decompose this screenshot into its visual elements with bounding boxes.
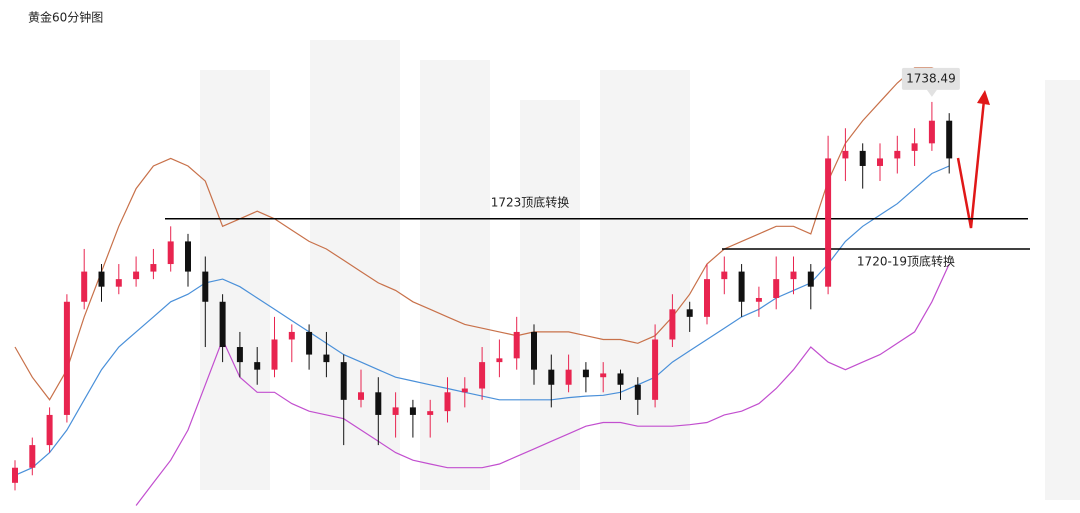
candle-body bbox=[115, 279, 122, 287]
candle-body bbox=[81, 271, 88, 302]
candle-body bbox=[704, 279, 710, 317]
candle-body bbox=[461, 388, 468, 393]
candle-body bbox=[444, 392, 451, 412]
candle-body bbox=[600, 373, 607, 378]
candle-body bbox=[254, 362, 261, 370]
candle-body bbox=[288, 331, 295, 340]
candle-body bbox=[634, 384, 641, 400]
candle-body bbox=[12, 467, 18, 483]
peak-label: 1738.49 bbox=[906, 71, 956, 85]
chart-title: 黄金60分钟图 bbox=[28, 10, 103, 25]
candle-body bbox=[513, 331, 520, 359]
candle-body bbox=[479, 362, 486, 389]
candle-body bbox=[496, 358, 503, 363]
candle-body bbox=[98, 271, 105, 287]
candle-body bbox=[842, 150, 849, 159]
candle-body bbox=[340, 362, 347, 400]
level-label: 1720-19顶底转换 bbox=[857, 253, 955, 268]
candle-body bbox=[773, 279, 780, 298]
callout-pointer bbox=[926, 89, 937, 97]
band-line bbox=[14, 67, 950, 401]
candle-body bbox=[790, 271, 797, 280]
candle-body bbox=[686, 309, 693, 317]
candle-body bbox=[652, 339, 659, 400]
candle-body bbox=[236, 347, 243, 363]
candle-body bbox=[202, 271, 209, 302]
candle-body bbox=[548, 369, 555, 385]
candle-body bbox=[755, 297, 762, 302]
candle-body bbox=[617, 373, 624, 385]
candle-body bbox=[859, 150, 866, 166]
forecast-arrow bbox=[956, 99, 986, 229]
candle-body bbox=[46, 414, 53, 446]
candle-body bbox=[358, 392, 364, 400]
candle-body bbox=[271, 339, 278, 370]
candle-body bbox=[306, 331, 313, 355]
candle-body bbox=[63, 301, 70, 415]
candle-body bbox=[825, 158, 832, 287]
candle-body bbox=[392, 407, 399, 415]
candle-body bbox=[807, 271, 814, 287]
candle-body bbox=[582, 369, 589, 378]
candle-body bbox=[29, 445, 36, 468]
candle-body bbox=[167, 241, 174, 265]
background-decor bbox=[200, 40, 1080, 500]
candle-body bbox=[133, 271, 140, 280]
level-label: 1723顶底转换 bbox=[491, 194, 570, 209]
band-line bbox=[135, 263, 950, 506]
candle-body bbox=[185, 241, 191, 272]
candle-body bbox=[738, 271, 745, 302]
candle-body bbox=[669, 309, 676, 340]
candle-body bbox=[150, 264, 157, 272]
candle-body bbox=[911, 143, 918, 151]
candle-body bbox=[721, 271, 728, 280]
candle-body bbox=[894, 150, 901, 159]
candle-body bbox=[946, 120, 953, 159]
candle-body bbox=[531, 331, 537, 370]
callout-box bbox=[901, 67, 960, 90]
candle-body bbox=[928, 120, 935, 144]
candle-body bbox=[409, 407, 416, 415]
candle-body bbox=[565, 369, 572, 385]
candle-body bbox=[877, 158, 883, 166]
candle-body bbox=[375, 392, 382, 415]
arrow-head bbox=[977, 90, 990, 105]
candle-body bbox=[427, 411, 434, 415]
candle-body bbox=[219, 301, 226, 348]
candle-body bbox=[323, 354, 330, 363]
